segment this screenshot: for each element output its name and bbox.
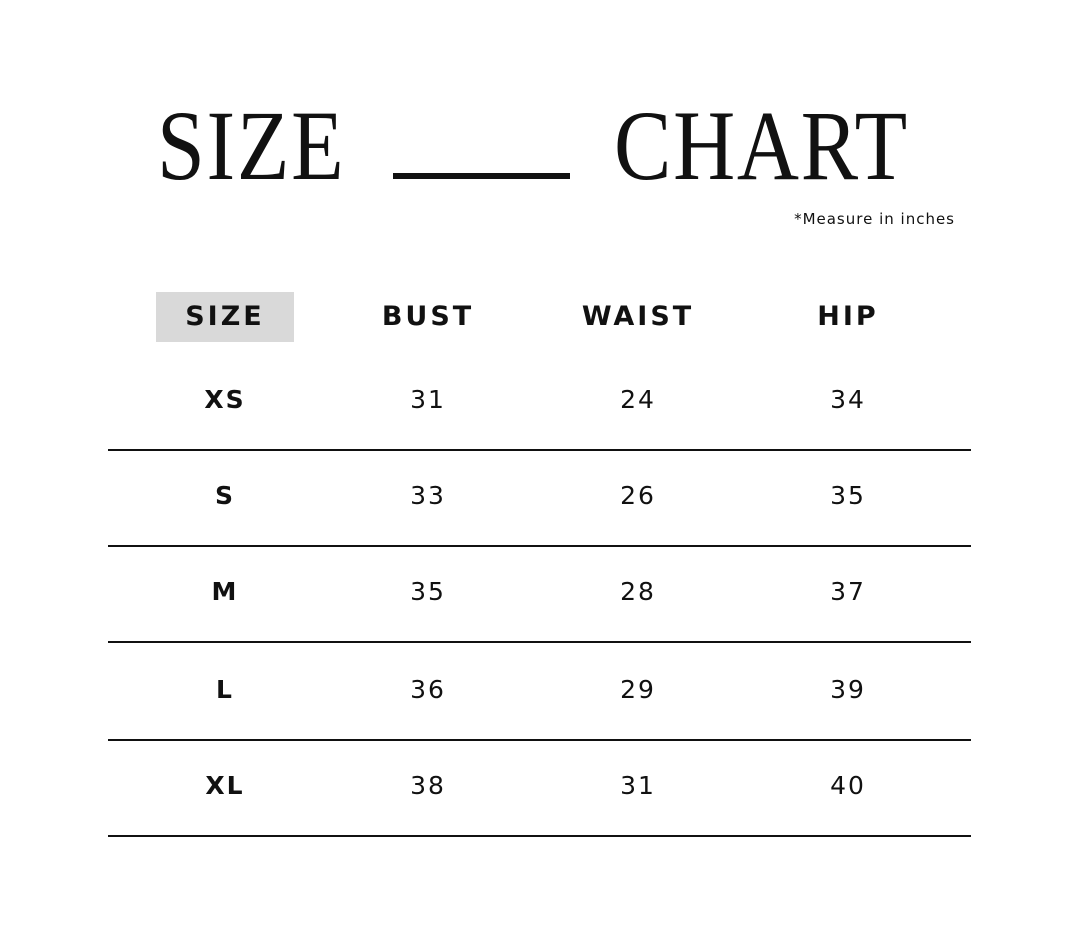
cell-hip: 40 [830,771,866,800]
cell-bust: 33 [410,481,446,510]
table-row: M 35 28 37 [108,545,971,643]
column-header-size: SIZE [156,292,294,342]
column-header-bust: BUST [381,301,475,332]
column-header-hip: HIP [817,301,879,332]
cell-size: XS [204,385,246,414]
title-divider [393,173,570,179]
cell-hip: 39 [830,675,866,704]
cell-waist: 29 [620,675,656,704]
cell-bust: 38 [410,771,446,800]
table-row: L 36 29 39 [108,643,971,741]
table-row: S 33 26 35 [108,449,971,547]
cell-bust: 36 [410,675,446,704]
cell-waist: 26 [620,481,656,510]
cell-hip: 34 [830,385,866,414]
cell-size: XL [205,771,245,800]
cell-bust: 35 [410,577,446,606]
measurement-note: *Measure in inches [794,210,955,228]
cell-waist: 31 [620,771,656,800]
cell-waist: 28 [620,577,656,606]
table-row: XS 31 24 34 [108,353,971,451]
cell-hip: 37 [830,577,866,606]
cell-size: L [216,675,234,704]
title-size: SIZE [157,90,346,201]
cell-size: S [214,481,235,510]
title-chart: CHART [614,90,909,201]
column-header-waist: WAIST [581,301,695,332]
cell-size: M [211,577,239,606]
cell-hip: 35 [830,481,866,510]
table-row: XL 38 31 40 [108,739,971,837]
cell-waist: 24 [620,385,656,414]
cell-bust: 31 [410,385,446,414]
